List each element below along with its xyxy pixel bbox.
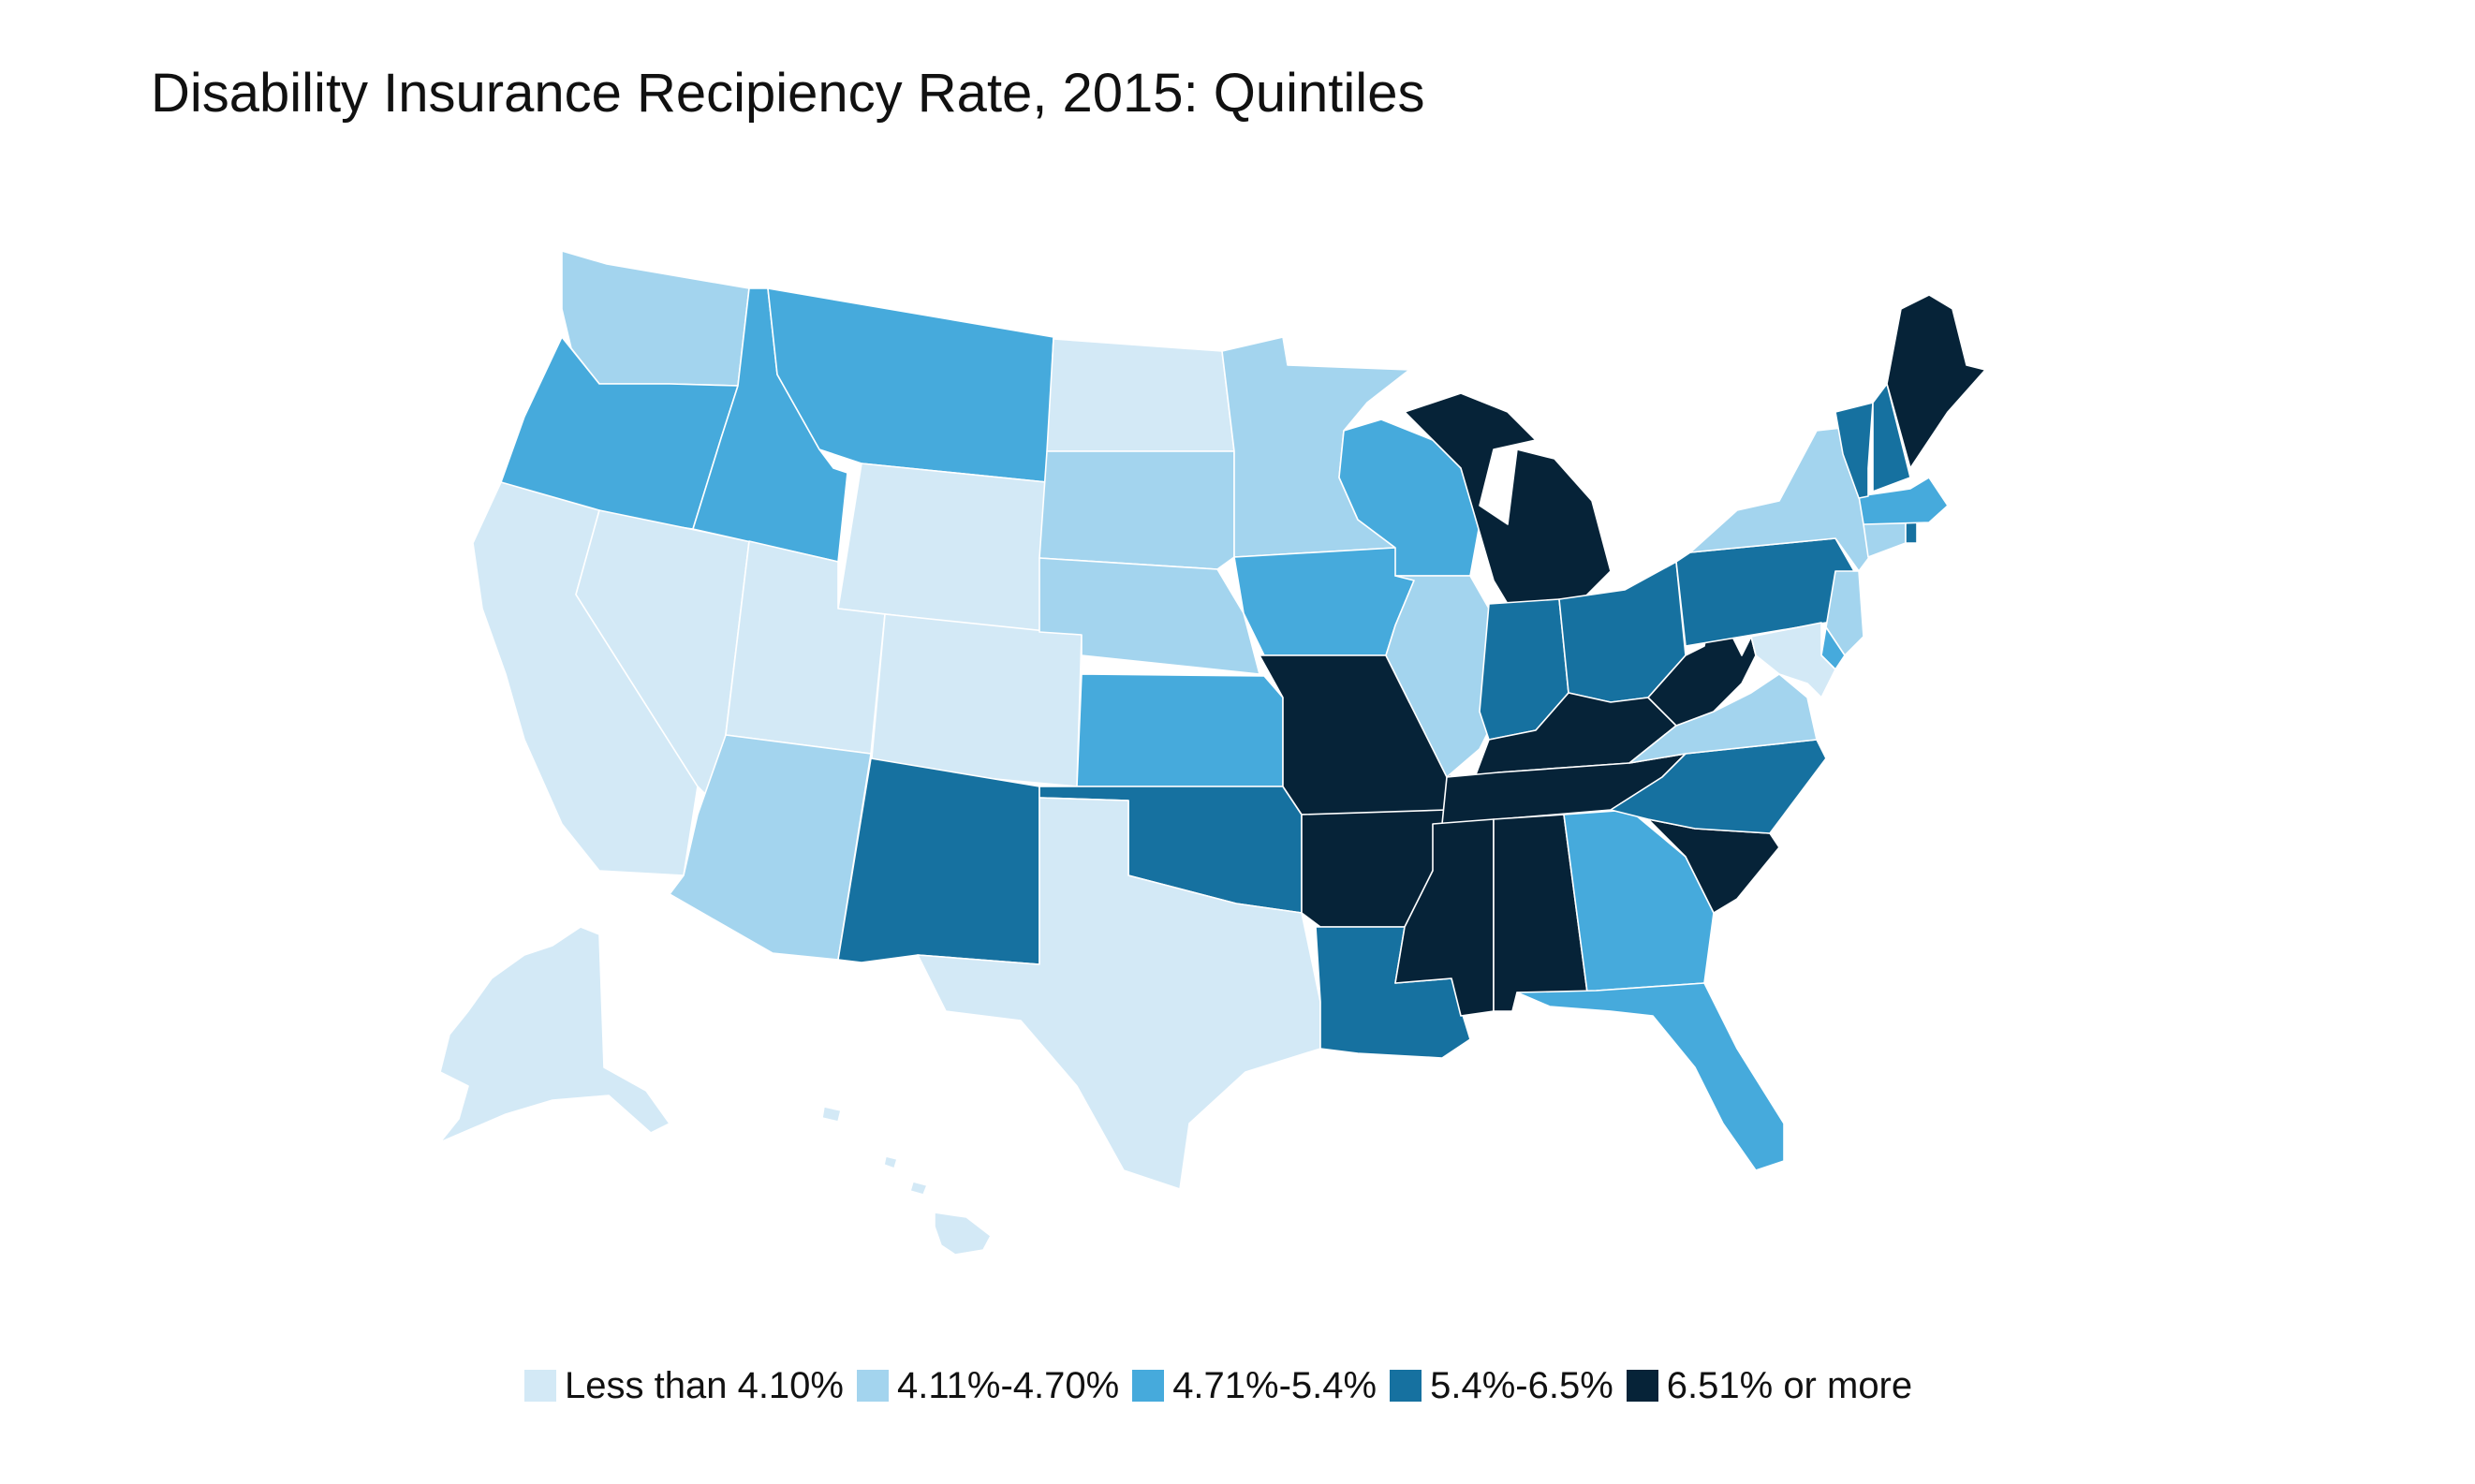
legend-label: 5.4%-6.5%: [1430, 1364, 1613, 1406]
legend-item: 4.11%-4.70%: [857, 1365, 1119, 1407]
state-south-dakota[interactable]: [1039, 450, 1235, 570]
state-massachusetts[interactable]: [1858, 477, 1949, 525]
state-new-mexico[interactable]: [837, 757, 1040, 965]
state-maine[interactable]: [1886, 294, 1986, 469]
state-texas[interactable]: [917, 797, 1321, 1190]
map-legend: Less than 4.10% 4.11%-4.70% 4.71%-5.4% 5…: [524, 1362, 1912, 1409]
state-north-dakota[interactable]: [1046, 338, 1235, 452]
state-alaska[interactable]: [439, 926, 670, 1143]
legend-item: 4.71%-5.4%: [1132, 1365, 1377, 1407]
state-michigan[interactable]: [1404, 392, 1612, 605]
legend-swatch: [524, 1370, 556, 1402]
legend-item: 5.4%-6.5%: [1390, 1365, 1613, 1407]
legend-swatch: [1626, 1370, 1658, 1402]
legend-label: Less than 4.10%: [565, 1364, 844, 1406]
legend-item: Less than 4.10%: [524, 1365, 844, 1407]
state-nebraska[interactable]: [1039, 557, 1260, 675]
state-kansas[interactable]: [1076, 673, 1284, 787]
state-florida[interactable]: [1516, 982, 1785, 1171]
map-title: Disability Insurance Recipiency Rate, 20…: [151, 63, 1425, 124]
state-hawaii[interactable]: [821, 1106, 992, 1256]
state-new-jersey[interactable]: [1825, 570, 1864, 656]
legend-swatch: [1132, 1370, 1165, 1402]
state-new-hampshire[interactable]: [1872, 383, 1911, 492]
state-washington[interactable]: [561, 250, 750, 387]
legend-swatch: [1390, 1370, 1422, 1402]
state-colorado[interactable]: [870, 613, 1083, 787]
legend-label: 4.11%-4.70%: [897, 1364, 1120, 1406]
legend-swatch: [857, 1370, 889, 1402]
state-wyoming[interactable]: [837, 463, 1048, 633]
state-connecticut[interactable]: [1863, 519, 1907, 558]
state-iowa[interactable]: [1233, 547, 1415, 656]
state-maryland[interactable]: [1750, 622, 1836, 698]
legend-item: 6.51% or more: [1626, 1364, 1913, 1407]
legend-label: 4.71%-5.4%: [1172, 1364, 1377, 1406]
legend-label: 6.51% or more: [1666, 1364, 1913, 1406]
state-north-carolina[interactable]: [1610, 739, 1827, 834]
